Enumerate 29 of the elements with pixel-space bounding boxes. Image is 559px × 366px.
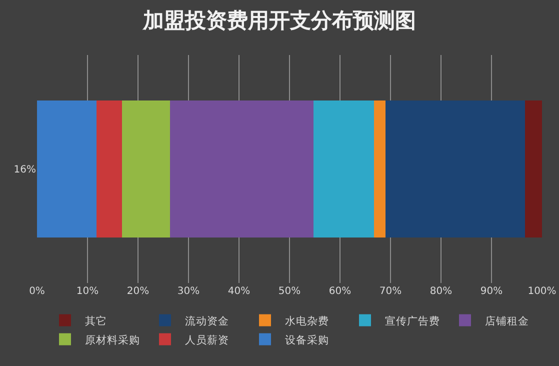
bar [385,100,525,238]
legend-label: 流动资金 [185,314,229,328]
x-tick-label: 50% [278,286,301,297]
legend-label: 其它 [85,314,107,328]
x-tick-label: 0% [29,286,45,297]
x-tick-label: 10% [76,286,99,297]
bar [314,100,374,238]
bar [524,100,542,238]
bar [170,100,314,238]
chart-title: 加盟投资费用开支分布预测图 [142,8,416,33]
legend-label: 原材料采购 [85,333,140,346]
x-tick-label: 70% [379,286,402,297]
bar [122,100,170,238]
x-tick-label: 20% [126,286,150,297]
legend-label: 店铺租金 [485,314,529,328]
x-tick-label: 100% [528,286,556,297]
x-tick-label: 40% [228,286,250,297]
legend-label: 人员薪资 [185,333,229,346]
legend-label: 设备采购 [285,333,329,346]
x-tick-label: 60% [328,286,352,297]
legend-label: 水电杂费 [285,314,329,328]
x-tick-label: 90% [480,286,503,297]
y-tick-label: 16% [14,164,36,176]
legend-label: 宣传广告费 [385,314,440,328]
bar [96,100,122,238]
x-tick-label: 30% [177,286,200,297]
bar [37,100,97,238]
x-tick-label: 80% [430,286,452,297]
bar [374,100,386,238]
